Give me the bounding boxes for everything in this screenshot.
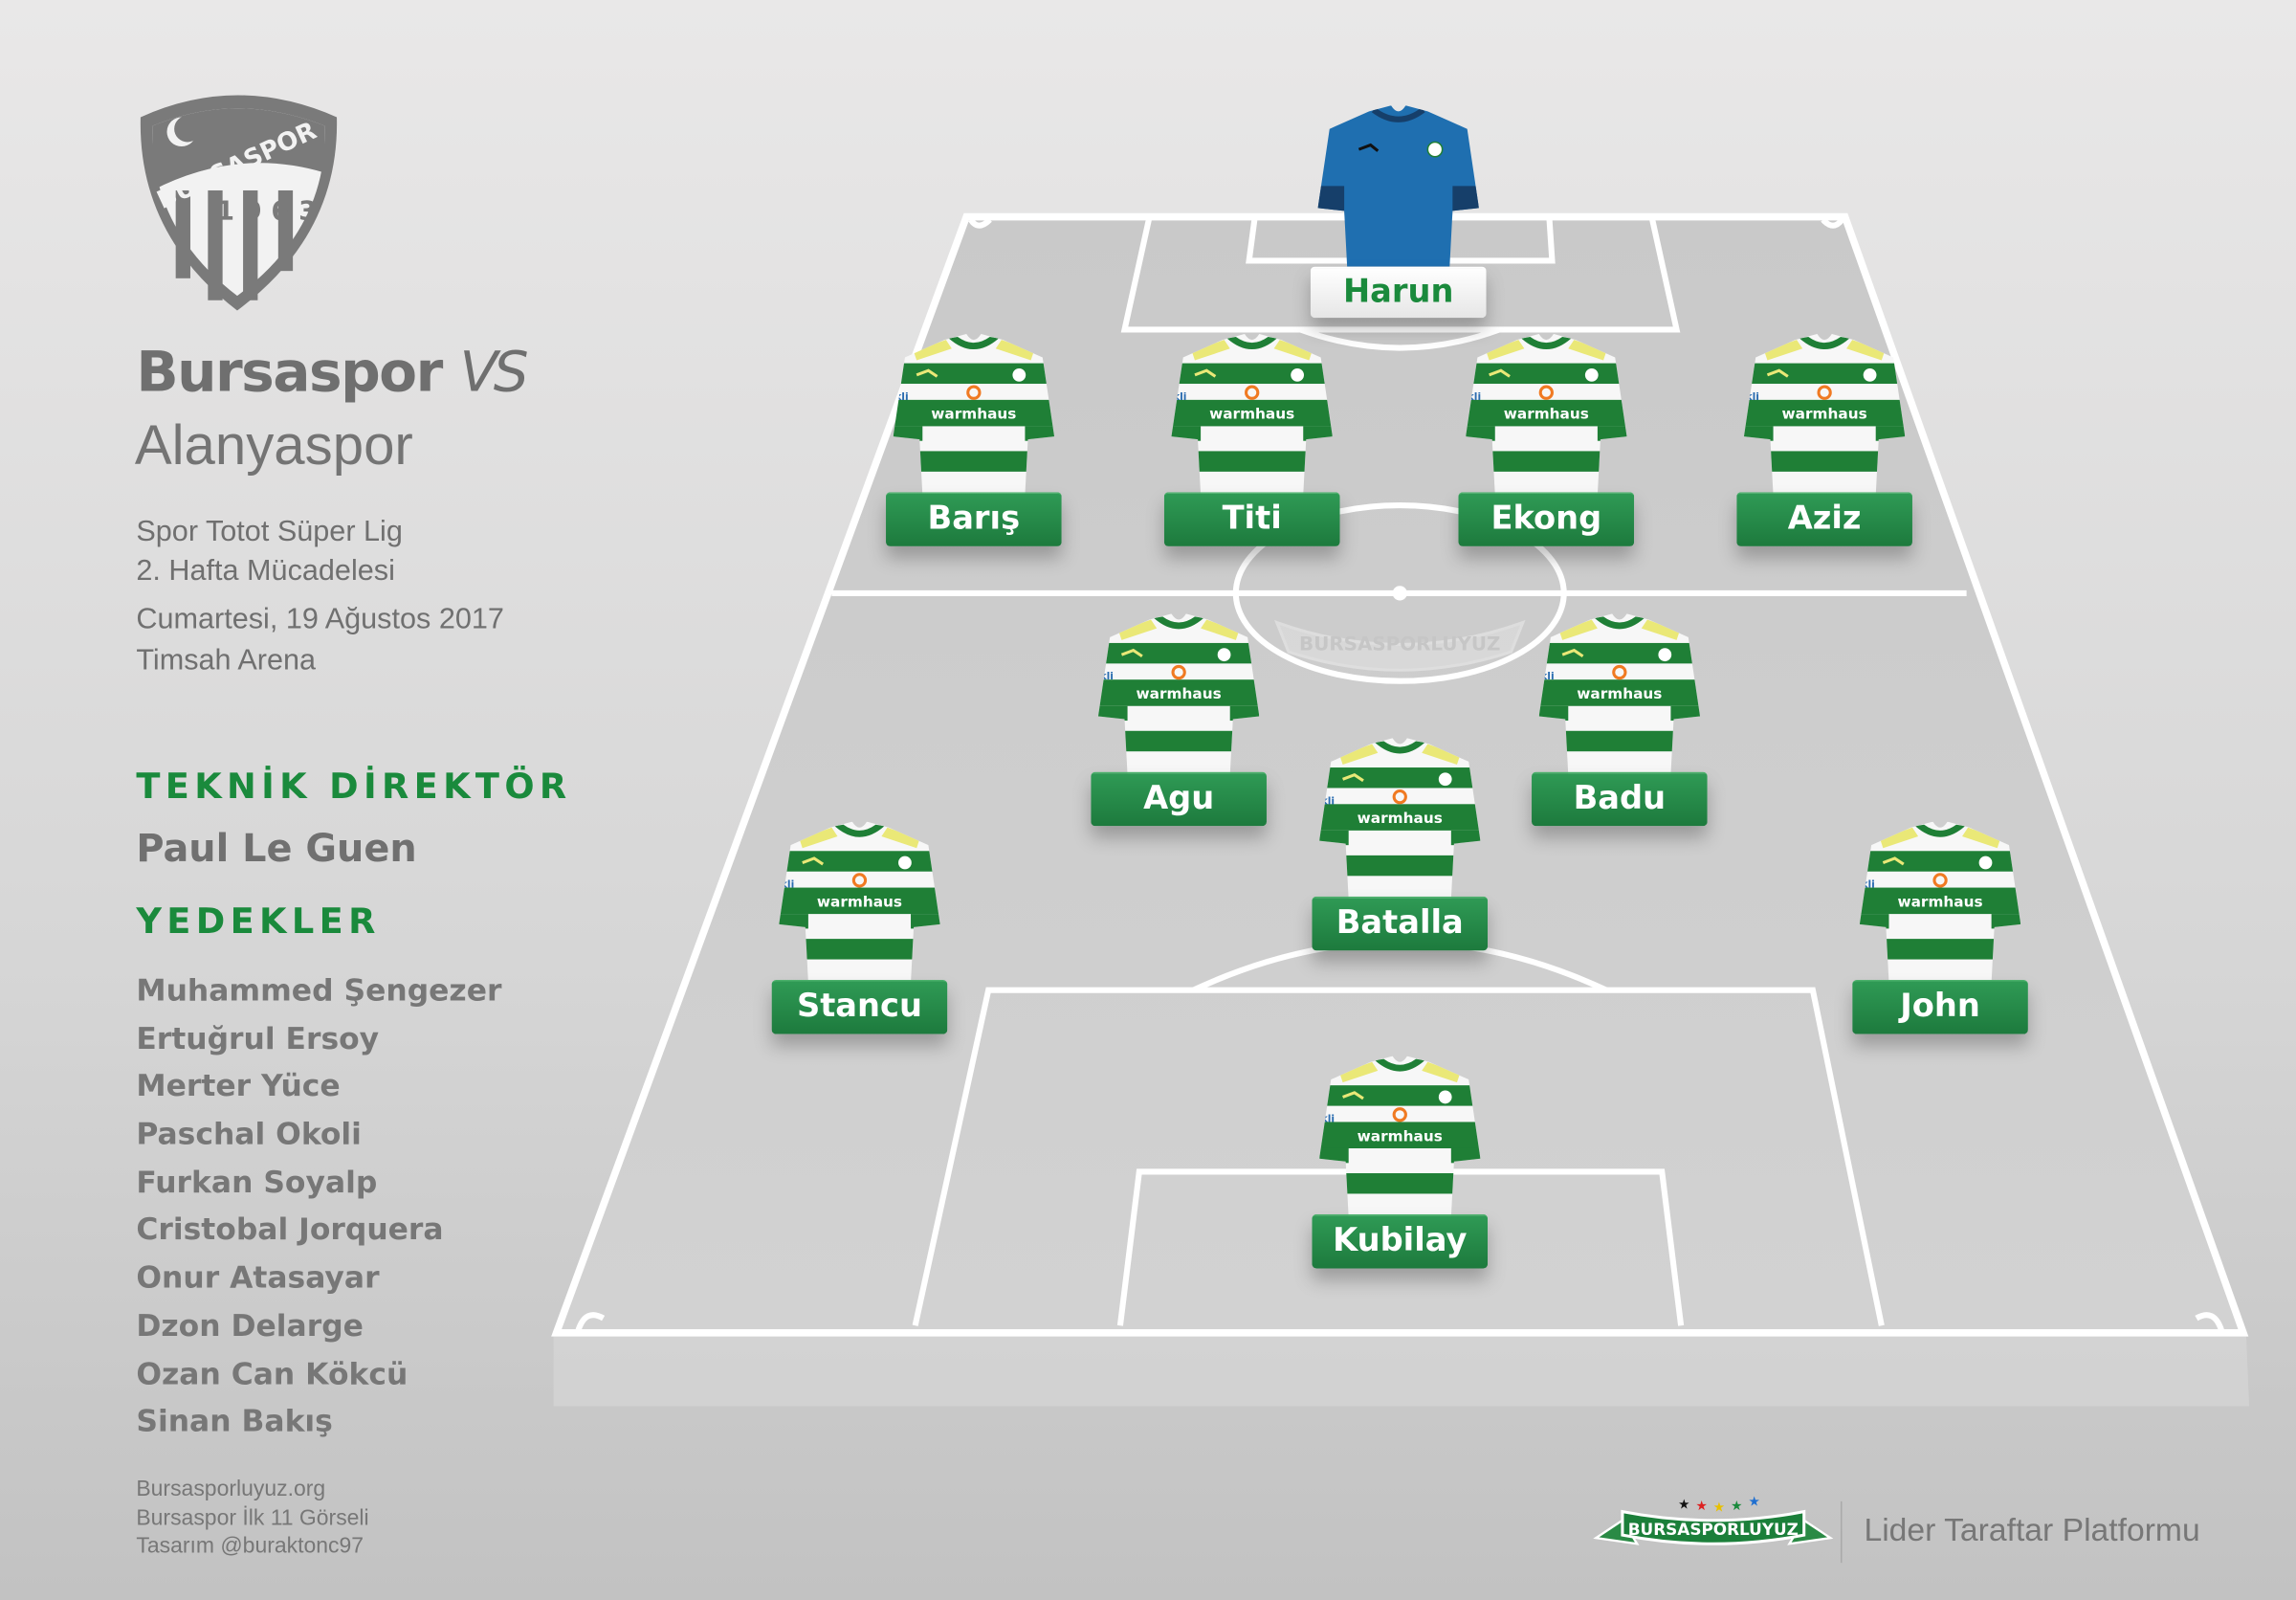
player-name-label: Aziz xyxy=(1736,492,1912,546)
jersey-icon xyxy=(1319,738,1480,899)
away-team-title: Alanyaspor xyxy=(134,415,413,478)
jersey-icon xyxy=(779,822,939,983)
svg-text:★: ★ xyxy=(1731,1499,1742,1514)
jersey-icon xyxy=(1860,822,2020,983)
watermark-logo: BURSASPORLUYUZ xyxy=(1274,619,1526,672)
svg-text:★: ★ xyxy=(1749,1494,1760,1509)
footer-caption: Bursaspor İlk 11 Görseli xyxy=(136,1505,369,1531)
player-name-label: Kubilay xyxy=(1312,1213,1489,1269)
footer-site: Bursasporluyuz.org xyxy=(136,1476,326,1501)
player-name-label: Titi xyxy=(1163,492,1340,546)
match-week: 2. Hafta Mücadelesi xyxy=(136,555,395,588)
sub-player: Merter Yüce xyxy=(136,1068,341,1104)
player-winger[interactable]: John xyxy=(1849,822,2031,1042)
subs-list: Muhammed Şengezer Ertuğrul Ersoy Merter … xyxy=(136,969,501,1448)
sub-player: Ertuğrul Ersoy xyxy=(136,1020,380,1056)
player-forward[interactable]: Kubilay xyxy=(1309,1056,1490,1277)
jersey-icon xyxy=(1466,334,1626,495)
coach-heading: TEKNİK DİREKTÖR xyxy=(136,766,572,808)
coach-name: Paul Le Guen xyxy=(136,827,417,872)
player-midfielder[interactable]: Batalla xyxy=(1309,738,1490,958)
jersey-icon xyxy=(1744,334,1905,495)
keeper-jersey-icon xyxy=(1318,105,1479,266)
footer-credit: Tasarım @buraktonc97 xyxy=(136,1533,364,1559)
player-name-label: Batalla xyxy=(1312,896,1489,951)
bursaspor-crest-logo: BURSASPOR 1 9 6 3 xyxy=(140,95,338,311)
player-winger[interactable]: Stancu xyxy=(769,822,951,1042)
player-midfielder[interactable]: Agu xyxy=(1088,613,1269,833)
player-defender[interactable]: Titi xyxy=(1161,334,1343,554)
player-midfielder[interactable]: Badu xyxy=(1529,613,1711,833)
sub-player: Paschal Okoli xyxy=(136,1116,362,1152)
sub-player: Cristobal Jorquera xyxy=(136,1211,444,1248)
jersey-icon xyxy=(1098,613,1259,774)
player-defender[interactable]: Aziz xyxy=(1733,334,1915,554)
jersey-icon xyxy=(894,334,1054,495)
player-name-label: Harun xyxy=(1310,266,1487,319)
sub-player: Dzon Delarge xyxy=(136,1307,364,1344)
league-name: Spor Totot Süper Lig xyxy=(136,515,403,548)
subs-heading: YEDEKLER xyxy=(136,900,381,943)
player-name-label: Agu xyxy=(1091,771,1267,827)
home-team: Bursaspor xyxy=(136,340,443,405)
player-defender[interactable]: Barış xyxy=(883,334,1065,554)
jersey-icon xyxy=(1319,1056,1480,1217)
player-name-label: Stancu xyxy=(771,979,948,1034)
jersey-icon xyxy=(1171,334,1332,495)
player-name-label: Badu xyxy=(1532,771,1708,827)
sub-player: Onur Atasayar xyxy=(136,1259,380,1296)
tagline: Lider Taraftar Platformu xyxy=(1864,1511,2200,1548)
divider xyxy=(1840,1500,1843,1564)
svg-text:BURSASPORLUYUZ: BURSASPORLUYUZ xyxy=(1299,633,1500,656)
match-date: Cumartesi, 19 Ağustos 2017 xyxy=(136,603,504,636)
player-name-label: Ekong xyxy=(1458,492,1635,546)
match-venue: Timsah Arena xyxy=(136,644,317,678)
svg-text:BURSASPORLUYUZ: BURSASPORLUYUZ xyxy=(1628,1520,1799,1539)
player-name-label: John xyxy=(1852,979,2028,1034)
sub-player: Furkan Soyalp xyxy=(136,1164,378,1200)
svg-text:★: ★ xyxy=(1713,1500,1725,1516)
sub-player: Ozan Can Kökcü xyxy=(136,1355,408,1391)
player-name-label: Barış xyxy=(886,492,1062,546)
svg-text:★: ★ xyxy=(1695,1499,1707,1514)
vs-label: VS xyxy=(459,340,528,405)
home-team-title: Bursaspor VS xyxy=(136,340,528,405)
player-goalkeeper[interactable]: Harun xyxy=(1308,105,1490,325)
player-defender[interactable]: Ekong xyxy=(1455,334,1637,554)
sub-player: Sinan Bakış xyxy=(136,1403,333,1439)
svg-text:1 9 6 3: 1 9 6 3 xyxy=(216,196,317,227)
jersey-icon xyxy=(1539,613,1700,774)
svg-text:★: ★ xyxy=(1678,1498,1689,1513)
bursasporluyuz-logo: BURSASPORLUYUZ ★ ★ ★ ★ ★ xyxy=(1593,1494,1834,1545)
sub-player: Muhammed Şengezer xyxy=(136,972,502,1009)
